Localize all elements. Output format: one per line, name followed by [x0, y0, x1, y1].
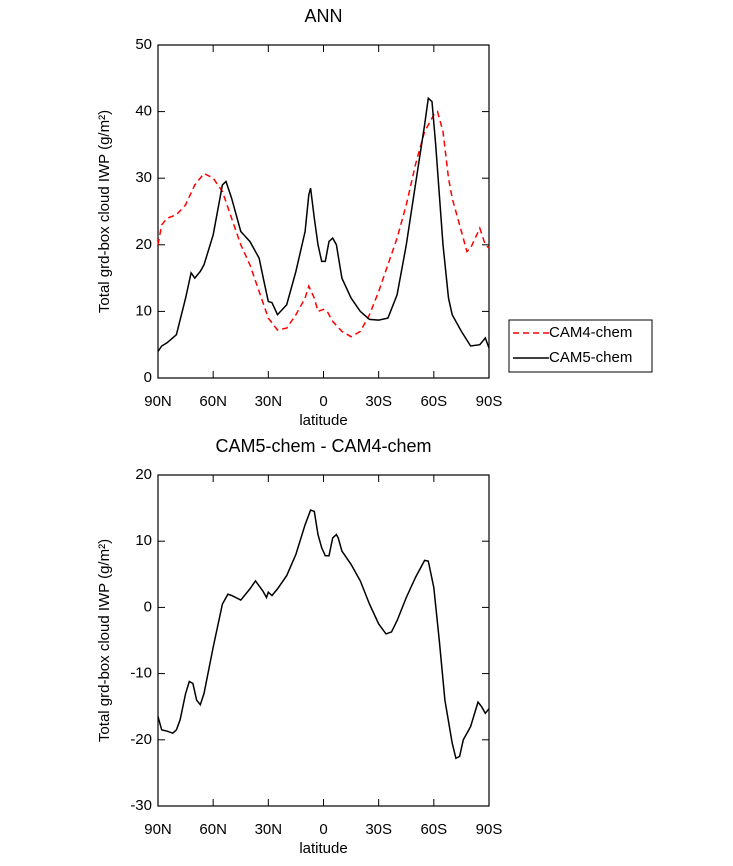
y-axis-label: Total grd-box cloud IWP (g/m²)	[96, 110, 113, 313]
y-tick-label: -30	[130, 797, 152, 814]
legend-label: CAM4-chem	[549, 324, 632, 341]
x-tick-label: 60S	[420, 821, 447, 838]
x-tick-label: 90N	[144, 821, 172, 838]
data-line	[157, 509, 490, 760]
y-axis-label: Total grd-box cloud IWP (g/m²)	[96, 539, 113, 742]
y-tick-label: -10	[130, 665, 152, 682]
y-tick-label: 30	[135, 169, 152, 186]
chart-title: ANN	[304, 6, 342, 26]
plot-frame	[157, 44, 490, 379]
x-tick-label: 90N	[144, 393, 172, 410]
x-tick-label: 30N	[255, 393, 283, 410]
legend-box	[508, 319, 653, 373]
x-tick-label: 60N	[199, 393, 227, 410]
y-tick-label: 20	[135, 236, 152, 253]
y-tick-label: 50	[135, 36, 152, 53]
chart-title: CAM5-chem - CAM4-chem	[215, 436, 431, 456]
legend-label: CAM5-chem	[549, 349, 632, 366]
x-tick-label: 0	[319, 821, 327, 838]
y-tick-label: 40	[135, 103, 152, 120]
data-line	[157, 96, 490, 352]
x-tick-label: 90S	[476, 393, 503, 410]
x-tick-label: 30S	[365, 393, 392, 410]
y-tick-label: 0	[144, 369, 152, 386]
x-tick-label: 30N	[255, 821, 283, 838]
y-tick-label: 10	[135, 532, 152, 549]
y-tick-label: 20	[135, 466, 152, 483]
data-line	[157, 110, 490, 338]
x-tick-label: 60S	[420, 393, 447, 410]
x-tick-label: 0	[319, 393, 327, 410]
y-tick-label: 10	[135, 302, 152, 319]
y-tick-label: -20	[130, 731, 152, 748]
x-tick-label: 90S	[476, 821, 503, 838]
x-axis-label: latitude	[299, 412, 347, 429]
x-tick-label: 30S	[365, 821, 392, 838]
x-axis-label: latitude	[299, 840, 347, 857]
y-tick-label: 0	[144, 598, 152, 615]
x-tick-label: 60N	[199, 821, 227, 838]
